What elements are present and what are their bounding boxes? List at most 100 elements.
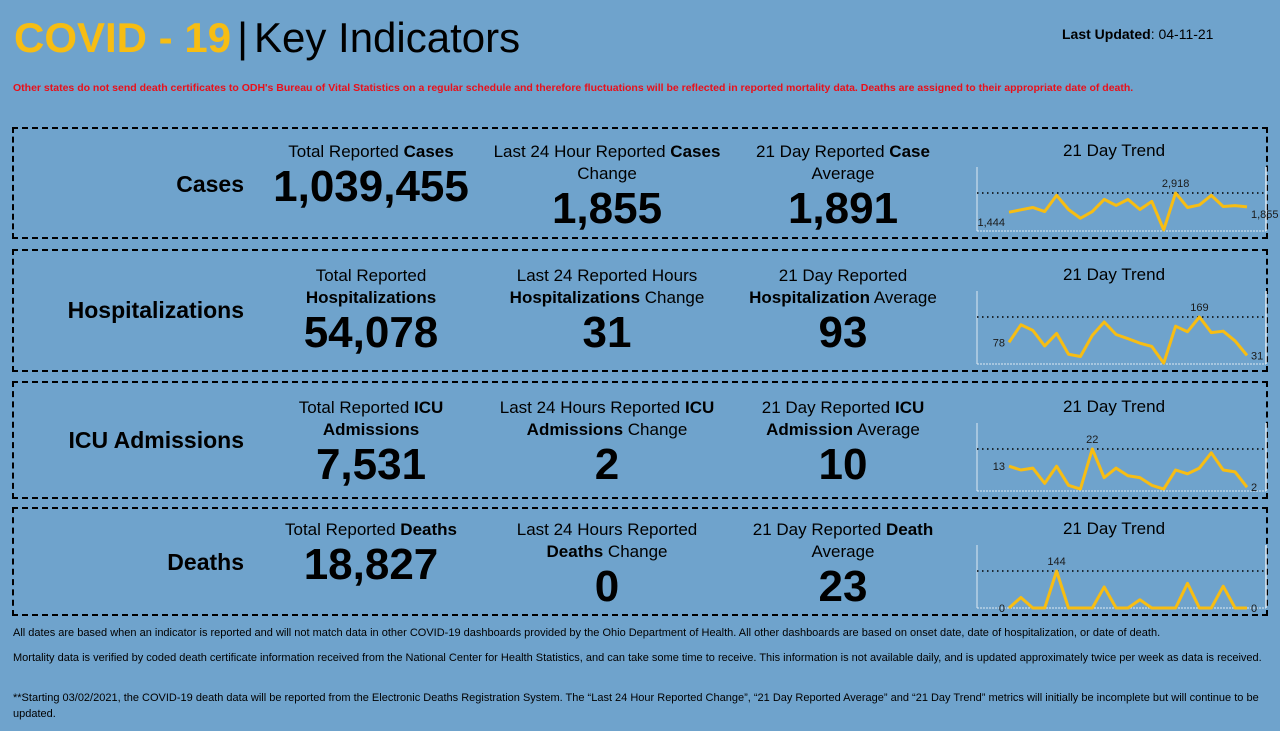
heading-text: Last 24 Hours Reported: [516, 520, 698, 539]
trend-title: 21 Day Trend: [1062, 141, 1166, 160]
last-label: 0: [1251, 603, 1257, 615]
heading-text: Average: [870, 288, 937, 307]
panel-label: ICU Admissions: [68, 427, 244, 453]
metric-heading: Total Reported Hospitalizations: [251, 265, 491, 309]
heading-bold: ICU Admissions: [526, 398, 715, 439]
metric-value: 10: [818, 440, 868, 489]
heading-text: Total Reported: [285, 520, 401, 539]
metric-heading: 21 Day Reported ICU Admission Average: [723, 397, 963, 441]
heading-bold: Deaths: [546, 542, 604, 561]
heading-text: Average: [853, 420, 920, 439]
metric-total: Total Reported ICU Admissions 7,531: [251, 397, 491, 489]
first-label: 1,444: [977, 217, 1005, 229]
metric-value: 31: [582, 308, 632, 357]
heading-text: Last 24 Hour Reported: [493, 142, 671, 161]
heading-text: Change: [603, 542, 668, 561]
trend-sparkline: 169 78 31: [976, 291, 1267, 365]
last-updated-value: : 04-11-21: [1150, 26, 1214, 42]
trend-title: 21 Day Trend: [1062, 265, 1166, 284]
trend-line: [1008, 447, 1249, 491]
metric-change: Last 24 Reported Hours Hospitalizations …: [487, 265, 727, 357]
metric-average: 21 Day Reported ICU Admission Average 10: [723, 397, 963, 489]
metric-average: 21 Day Reported Hospitalization Average …: [723, 265, 963, 357]
metric-average: 21 Day Reported Case Average 1,891: [723, 141, 963, 233]
heading-text: Last 24 Reported Hours: [516, 266, 698, 285]
heading-bold: Cases: [403, 142, 454, 161]
metric-heading: 21 Day Reported Hospitalization Average: [723, 265, 963, 309]
heading-bold: Deaths: [400, 520, 457, 539]
panel-label: Deaths: [167, 549, 244, 575]
trend-title: 21 Day Trend: [1062, 519, 1166, 538]
max-label: 169: [1190, 302, 1208, 314]
heading-text: Change: [623, 420, 688, 439]
metric-heading: Last 24 Hours Reported Deaths Change: [487, 519, 727, 563]
metric-heading: Last 24 Hour Reported Cases Change: [487, 141, 727, 185]
metric-value: 1,891: [787, 184, 899, 233]
metric-change: Last 24 Hours Reported ICU Admissions Ch…: [487, 397, 727, 489]
title-covid: COVID - 19: [14, 14, 232, 61]
heading-text: Change: [577, 164, 637, 183]
heading-text: Average: [811, 164, 875, 183]
panel-label: Cases: [176, 171, 244, 197]
heading-text: 21 Day Reported: [761, 398, 895, 417]
trend-sparkline: 144 0 0: [976, 545, 1267, 615]
heading-text: Last 24 Hours Reported: [499, 398, 685, 417]
last-label: 31: [1251, 350, 1263, 362]
heading-bold: ICU Admissions: [322, 398, 444, 439]
footer-note-1: All dates are based when an indicator is…: [13, 627, 1161, 639]
last-updated-label: Last Updated: [1062, 26, 1151, 42]
metric-total: Total Reported Hospitalizations 54,078: [251, 265, 491, 357]
last-label: 1,855: [1251, 209, 1279, 221]
title-separator: |: [237, 14, 248, 61]
trend-title: 21 Day Trend: [1062, 397, 1166, 416]
heading-text: 21 Day Reported: [756, 142, 890, 161]
last-updated: Last Updated: 04-11-21: [1062, 26, 1213, 42]
heading-bold: Case: [889, 142, 930, 161]
mortality-notice: Other states do not send death certifica…: [13, 82, 1134, 94]
max-label: 144: [1047, 556, 1065, 568]
title-key-indicators: Key Indicators: [253, 14, 521, 61]
trend-line: [1008, 569, 1247, 610]
metric-value: 2: [594, 440, 620, 489]
panel-hospitalizations: Hospitalizations Total Reported Hospital…: [12, 249, 1268, 372]
last-label: 2: [1251, 482, 1257, 494]
heading-text: Total Reported: [288, 142, 404, 161]
metric-change: Last 24 Hours Reported Deaths Change 0: [487, 519, 727, 611]
panel-cases: Cases Total Reported Cases 1,039,455 Las…: [12, 127, 1279, 239]
max-label: 2,918: [1162, 178, 1190, 190]
heading-bold: ICU Admission: [766, 398, 925, 439]
heading-bold: Death: [886, 520, 934, 539]
metric-change: Last 24 Hour Reported Cases Change 1,855: [487, 141, 727, 233]
heading-text: Total Reported: [298, 398, 414, 417]
metric-heading: 21 Day Reported Death Average: [723, 519, 963, 563]
heading-bold: Cases: [670, 142, 721, 161]
heading-text: Average: [811, 542, 875, 561]
metric-value: 93: [818, 308, 868, 357]
metric-heading: Total Reported Deaths: [251, 519, 491, 541]
trend-line: [1007, 315, 1249, 365]
footer-note-3: **Starting 03/02/2021, the COVID-19 deat…: [13, 692, 1259, 720]
max-label: 22: [1086, 434, 1098, 446]
heading-bold: Hospitalizations: [305, 288, 437, 307]
panel-deaths: Deaths Total Reported Deaths 18,827 Last…: [12, 507, 1268, 616]
footer-note-2: Mortality data is verified by coded deat…: [13, 652, 1262, 664]
heading-text: Change: [640, 288, 705, 307]
metric-value: 1,855: [551, 184, 663, 233]
heading-text: Total Reported: [315, 266, 427, 285]
metric-total: Total Reported Deaths 18,827: [251, 519, 491, 589]
metric-value: 7,531: [315, 440, 427, 489]
metric-heading: Total Reported ICU Admissions: [251, 397, 491, 441]
metric-heading: 21 Day Reported Case Average: [723, 141, 963, 185]
metric-total: Total Reported Cases 1,039,455: [251, 141, 491, 211]
panel-icu-admissions: ICU Admissions Total Reported ICU Admiss…: [12, 381, 1268, 499]
heading-text: 21 Day Reported: [752, 520, 886, 539]
metric-value: 18,827: [303, 540, 439, 589]
metric-average: 21 Day Reported Death Average 23: [723, 519, 963, 611]
first-label: 13: [993, 461, 1005, 473]
panel-label: Hospitalizations: [67, 297, 244, 323]
metric-heading: Last 24 Reported Hours Hospitalizations …: [487, 265, 727, 309]
first-label: 78: [993, 337, 1005, 349]
heading-bold: Hospitalizations: [509, 288, 641, 307]
heading-text: 21 Day Reported: [778, 266, 908, 285]
metric-value: 54,078: [303, 308, 439, 357]
